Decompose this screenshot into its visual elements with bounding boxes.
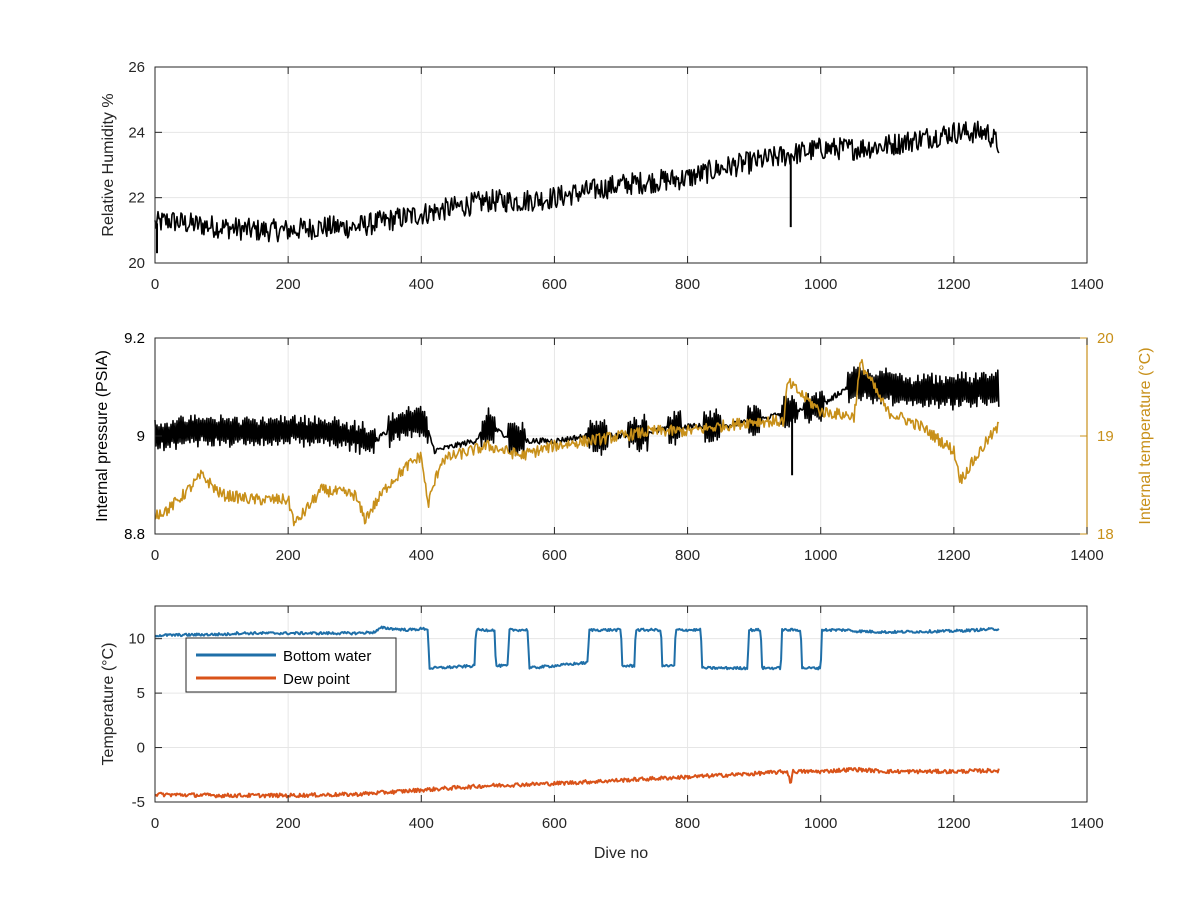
panel-temperature: 0 200 400 600 800 1000 1200 1400 -5 0 5 10 Tempera…	[100, 605, 1104, 862]
series-line-bottom-water	[154, 625, 1000, 671]
x-tick-label: 400	[409, 815, 434, 832]
axes-box-temperature	[154, 605, 1088, 803]
x-ticks-temperature: 0 200 400 600 800 1000 1200 1400	[151, 606, 1104, 832]
series-group-pressure	[154, 358, 1000, 527]
x-tick-label: 1000	[804, 276, 837, 293]
y-ticks-pressure: 8.8 9 9.2	[124, 330, 162, 543]
x-tick-label: 0	[151, 547, 159, 564]
x-tick-label: 800	[675, 276, 700, 293]
x-tick-label: 400	[409, 547, 434, 564]
x-tick-label: 600	[542, 276, 567, 293]
legend-label-dew-point: Dew point	[283, 671, 351, 688]
x-tick-label: 200	[276, 276, 301, 293]
y-tick-label: 9	[137, 428, 145, 445]
y2-tick-label: 19	[1097, 428, 1114, 445]
x-tick-label: 1000	[804, 815, 837, 832]
x-tick-label: 400	[409, 276, 434, 293]
x-tick-label: 1400	[1070, 815, 1103, 832]
y2-tick-label: 20	[1097, 330, 1114, 347]
series-line-dew-point	[154, 766, 1000, 799]
series-line-1-0	[154, 366, 1000, 459]
legend-label-bottom-water: Bottom water	[283, 648, 371, 665]
x-tick-label: 1200	[937, 815, 970, 832]
y2-axis-label-internal-temperature: Internal temperature (°C)	[1137, 347, 1154, 524]
x-tick-label: 1200	[937, 547, 970, 564]
y-tick-label: 9.2	[124, 330, 145, 347]
x-ticks-pressure: 0 200 400 600 800 1000 1200 1400	[151, 338, 1104, 564]
y-tick-label: -5	[132, 794, 145, 811]
x-tick-label: 800	[675, 815, 700, 832]
x-ticks-humidity: 0 200 400 600 800 1000 1200 1400	[151, 67, 1104, 293]
legend: Bottom water Dew point	[185, 637, 397, 693]
x-tick-label: 600	[542, 547, 567, 564]
series-line-1-1	[154, 358, 1000, 527]
x-tick-label: 600	[542, 815, 567, 832]
y-ticks-temperature: -5 0 5 10	[128, 631, 1087, 811]
series-group-temperature	[154, 625, 1000, 799]
y2-tick-label: 18	[1097, 526, 1114, 543]
y2-ticks-internal-temperature: 18 19 20	[1080, 330, 1114, 543]
x-tick-label: 0	[151, 276, 159, 293]
x-tick-label: 200	[276, 815, 301, 832]
y-tick-label: 24	[128, 124, 145, 141]
x-tick-label: 1200	[937, 276, 970, 293]
y-tick-label: 26	[128, 59, 145, 76]
y-tick-label: 10	[128, 631, 145, 648]
y-tick-label: 20	[128, 255, 145, 272]
panel-pressure: 0 200 400 600 800 1000 1200 1400 8.8 9 9.2 18 19 20…	[94, 330, 1154, 564]
y-axis-label-pressure: Internal pressure (PSIA)	[94, 350, 111, 522]
x-tick-label: 1400	[1070, 276, 1103, 293]
y-tick-label: 0	[137, 740, 145, 757]
series-line-0-0	[154, 120, 1000, 243]
x-tick-label: 0	[151, 815, 159, 832]
y-tick-label: 8.8	[124, 526, 145, 543]
series-group-humidity	[154, 120, 1000, 254]
y-tick-label: 5	[137, 685, 145, 702]
legend-box	[185, 637, 397, 693]
y-tick-label: 22	[128, 190, 145, 207]
x-axis-label-dive-no: Dive no	[594, 845, 648, 862]
y-axis-label-humidity: Relative Humidity %	[100, 93, 117, 236]
x-tick-label: 800	[675, 547, 700, 564]
x-tick-label: 1000	[804, 547, 837, 564]
axes-box-humidity	[154, 66, 1088, 264]
x-tick-label: 200	[276, 547, 301, 564]
x-tick-label: 1400	[1070, 547, 1103, 564]
panel-humidity: 0 200 400 600 800 1000 1200 1400 20 22 24 26 Relat…	[100, 59, 1104, 293]
y-axis-label-temperature: Temperature (°C)	[100, 643, 117, 766]
y-ticks-humidity: 20 22 24 26	[128, 59, 1087, 272]
